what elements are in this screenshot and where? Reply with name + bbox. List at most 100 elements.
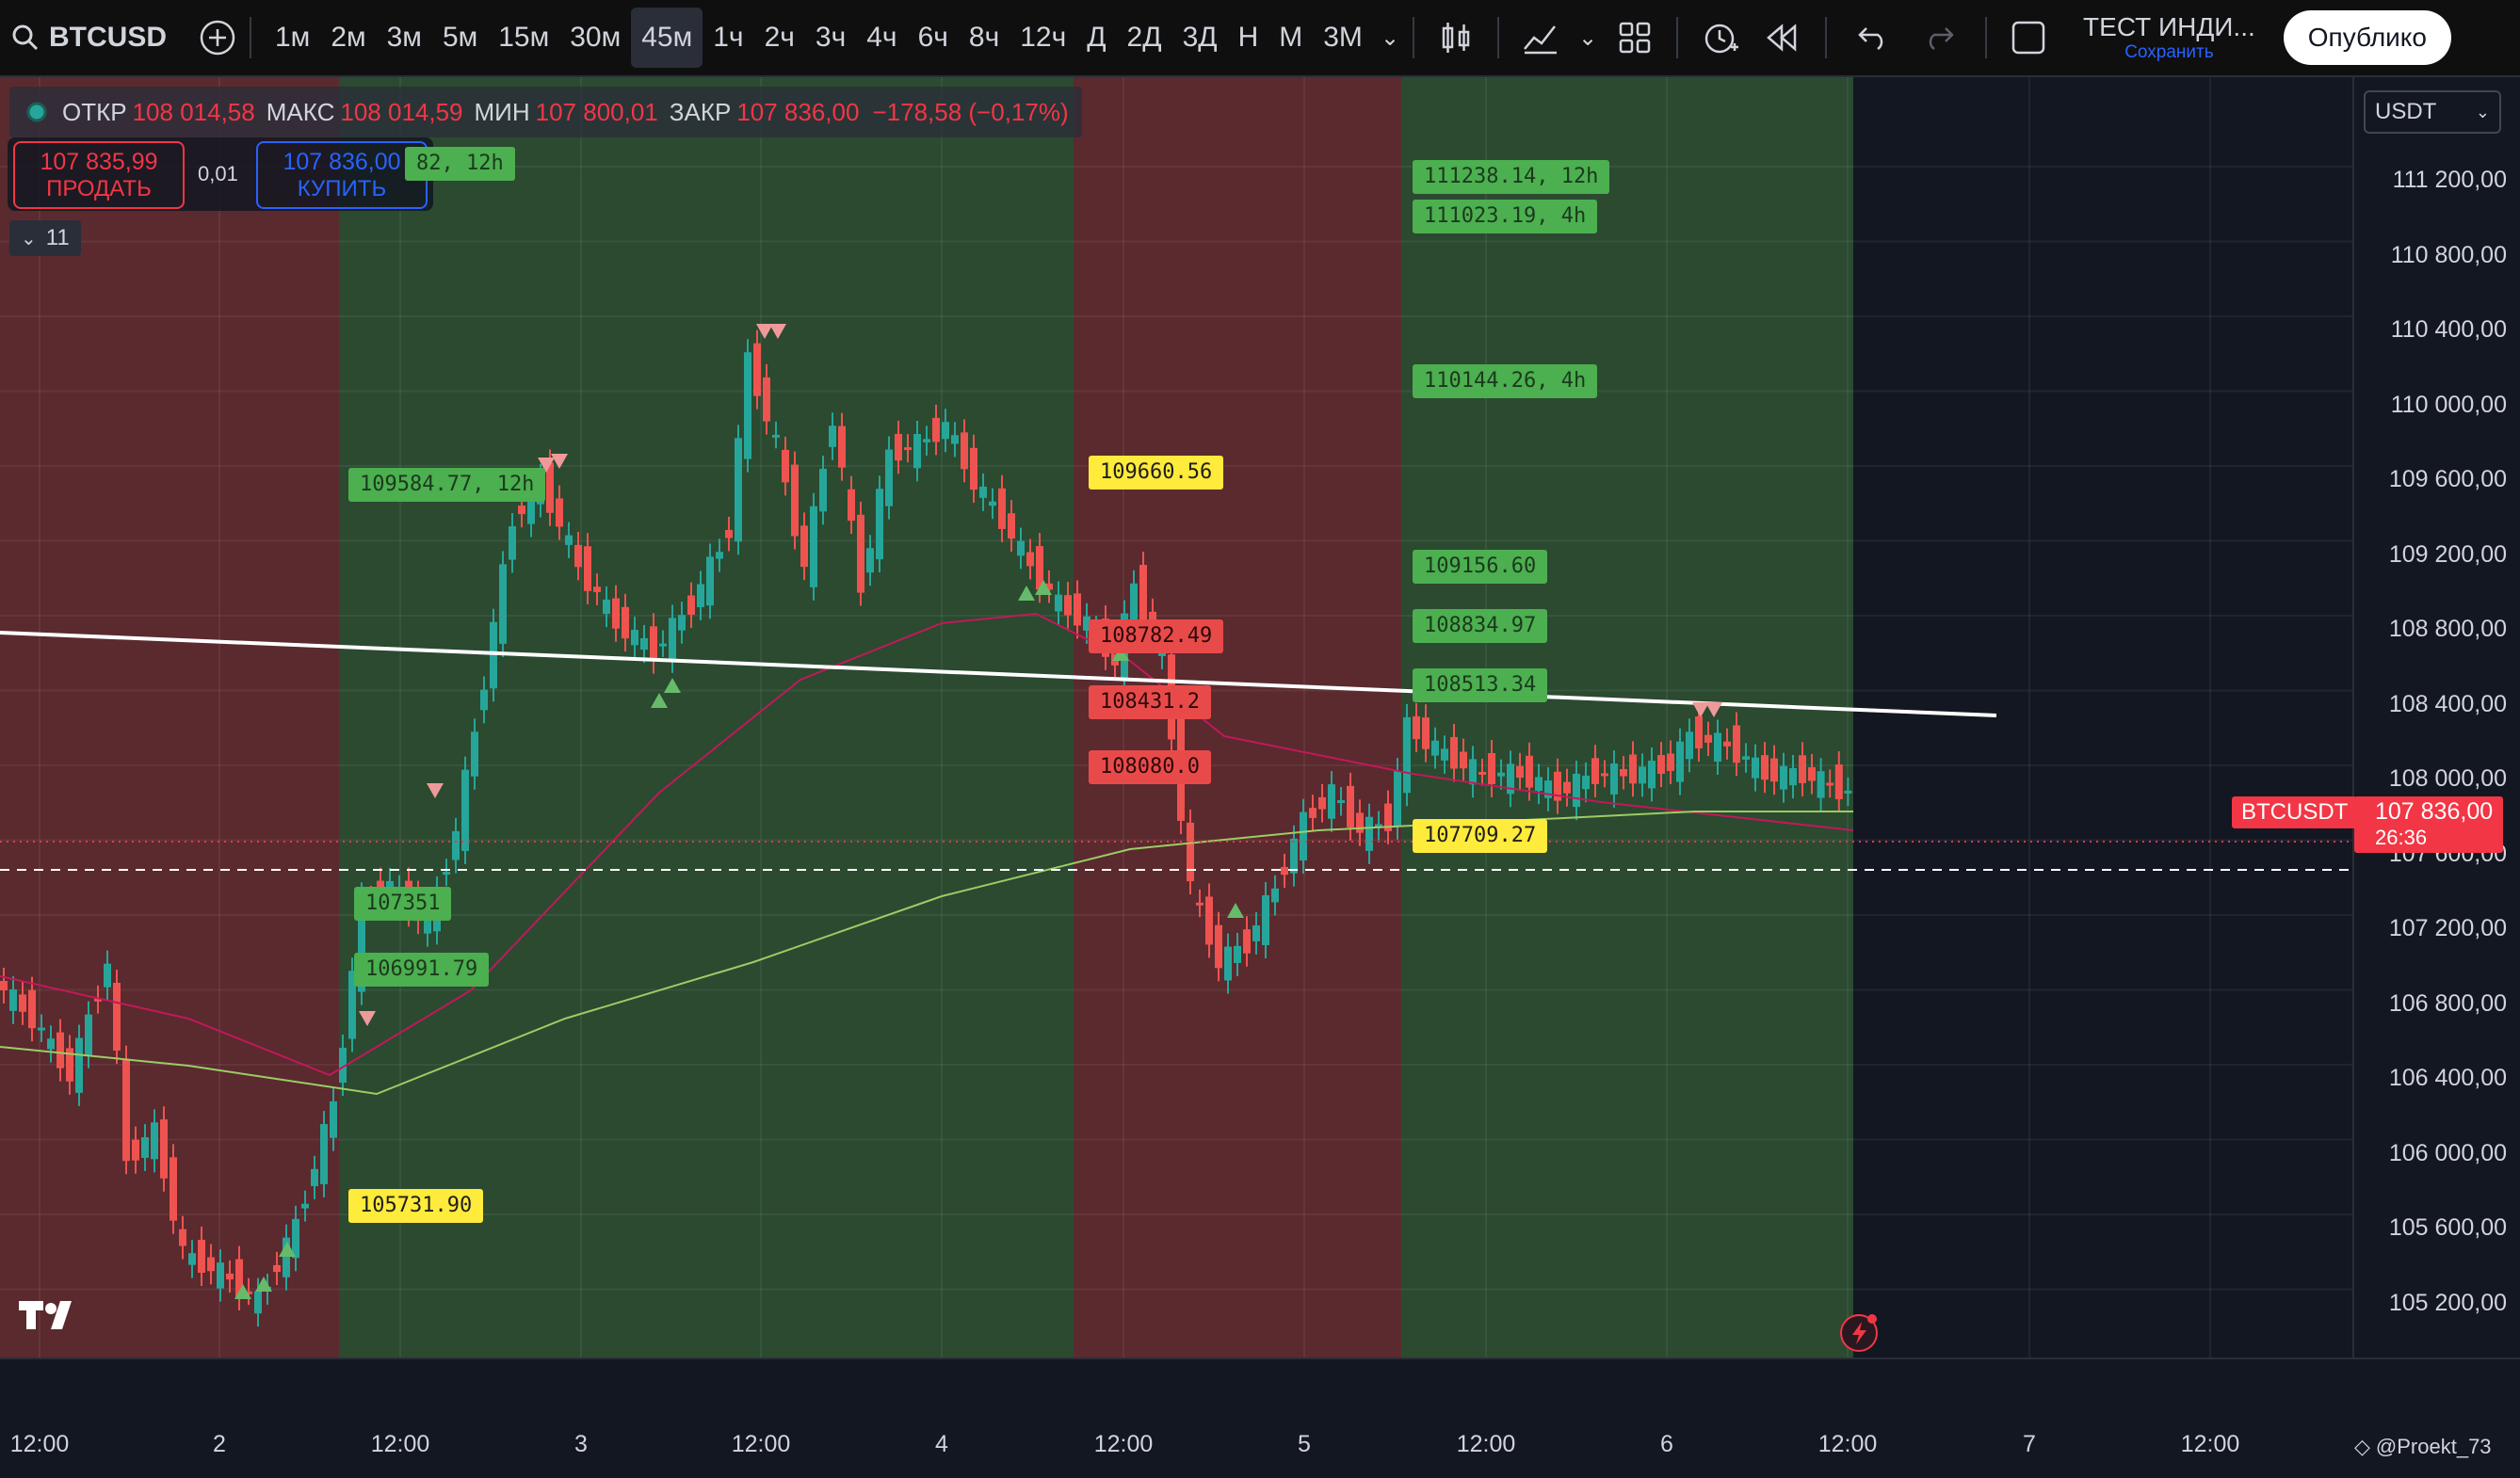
time-axis[interactable] [0, 1358, 2520, 1478]
buy-signal-marker [234, 1284, 251, 1299]
candle-body [1394, 771, 1401, 827]
interval-11[interactable]: 6ч [917, 22, 948, 53]
candle-body [753, 343, 761, 396]
price-tick: 109 200,00 [2388, 540, 2507, 568]
interval-7[interactable]: 1ч [713, 22, 744, 53]
interval-2[interactable]: 3м [386, 22, 422, 53]
candle-body [1752, 757, 1759, 779]
low-value: 107 800,01 [535, 97, 658, 126]
sell-price: 107 835,99 [40, 148, 158, 175]
candle-body [1582, 775, 1590, 790]
candle-body [198, 1239, 205, 1274]
candle-body [38, 1027, 45, 1031]
interval-10[interactable]: 4ч [866, 22, 897, 53]
candle-body [141, 1137, 149, 1158]
tradingview-logo[interactable] [19, 1297, 81, 1340]
level-label: 82, 12h [405, 147, 515, 181]
chart-pane[interactable] [0, 77, 2352, 1358]
candle-body [895, 433, 902, 461]
candle-body [1544, 780, 1552, 798]
candle-body [1196, 902, 1203, 906]
price-axis[interactable]: USDT ⌄ 111 200,00 110 800,00 110 400,00 110 … [2352, 77, 2520, 1358]
candle-body [207, 1257, 215, 1272]
low-label: МИН [474, 97, 530, 126]
candle-body [75, 1037, 83, 1093]
interval-12[interactable]: 8ч [968, 22, 1000, 53]
fullscreen-square-icon[interactable] [2000, 8, 2057, 68]
chevron-down-icon: ⌄ [2475, 102, 2490, 121]
candle-body [951, 435, 959, 444]
candle-body [735, 438, 742, 542]
buy-signal-marker [255, 1277, 272, 1292]
currency-select[interactable]: USDT ⌄ [2364, 90, 2501, 134]
candle-body [622, 606, 629, 639]
candle-body [1535, 777, 1543, 792]
interval-18[interactable]: М [1279, 22, 1303, 53]
ma-fast-line [0, 612, 1854, 1077]
interval-dropdown-chevron-icon[interactable]: ⌄ [1380, 24, 1400, 51]
candle-body [640, 637, 648, 651]
compare-button[interactable] [199, 8, 236, 68]
candle-body [1130, 583, 1138, 628]
interval-5[interactable]: 30м [570, 22, 622, 53]
candle-body [1158, 651, 1166, 656]
candle-body [1234, 945, 1241, 963]
interval-15[interactable]: 2Д [1126, 22, 1162, 53]
candle-body [800, 525, 808, 568]
candle-body [452, 830, 460, 860]
alert-clock-icon[interactable] [1691, 8, 1752, 68]
candle-body [697, 584, 704, 607]
candle-body [1224, 946, 1232, 981]
candle-body [1667, 753, 1674, 772]
candle-body [1817, 771, 1825, 798]
candle-body [480, 689, 488, 711]
sell-signal-marker [769, 324, 786, 339]
candle-body [47, 1038, 55, 1050]
interval-6[interactable]: 45м [631, 8, 703, 68]
indicators-icon[interactable] [1512, 8, 1569, 68]
interval-3[interactable]: 5м [442, 22, 478, 53]
undo-icon[interactable] [1840, 8, 1906, 68]
candle-body [1365, 816, 1373, 851]
save-link[interactable]: Сохранить [2124, 42, 2214, 62]
level-label: 109660.56 [1089, 456, 1224, 490]
candle-body [574, 544, 582, 568]
interval-17[interactable]: Н [1237, 22, 1259, 53]
indicators-chevron-icon[interactable]: ⌄ [1577, 24, 1598, 51]
layout-grid-icon[interactable] [1607, 8, 1663, 68]
candles-icon[interactable] [1428, 8, 1484, 68]
symbol-search[interactable]: BTCUSD [11, 8, 167, 68]
interval-16[interactable]: 3Д [1182, 22, 1218, 53]
interval-4[interactable]: 15м [498, 22, 550, 53]
interval-1[interactable]: 2м [331, 22, 366, 53]
indicators-collapse-toggle[interactable]: ⌄ 11 [9, 220, 81, 256]
interval-0[interactable]: 1м [275, 22, 311, 53]
candle-body [744, 352, 751, 459]
level-label: 109584.77, 12h [348, 468, 546, 502]
candle-body [301, 1203, 309, 1209]
interval-14[interactable]: Д [1087, 22, 1107, 53]
sell-button[interactable]: 107 835,99 ПРОДАТЬ [13, 141, 185, 209]
candle-body [254, 1291, 262, 1314]
lightning-icon[interactable] [1838, 1310, 1882, 1358]
candle-body [1356, 812, 1364, 833]
candle-body [612, 598, 620, 629]
candle-body [1808, 766, 1816, 781]
interval-list: 1м 2м 3м 5м 15м 30м 45м 1ч 2ч 3ч 4ч 6ч 8ч 12ч Д 2Д 3Д Н М 3… [265, 8, 1373, 68]
interval-9[interactable]: 3ч [815, 22, 847, 53]
candle-body [1770, 758, 1778, 782]
replay-rewind-icon[interactable] [1752, 8, 1812, 68]
interval-13[interactable]: 12ч [1020, 22, 1067, 53]
price-tick: 108 800,00 [2388, 616, 2507, 642]
indicators-count: 11 [45, 225, 70, 250]
candle-body [1761, 755, 1769, 780]
layout-name-block[interactable]: ТЕСТ ИНДИ... Сохранить [2083, 12, 2255, 63]
candle-body [320, 1124, 328, 1184]
buy-button[interactable]: 107 836,00 КУПИТЬ [256, 141, 428, 209]
candle-body [546, 462, 554, 513]
interval-19[interactable]: 3М [1323, 22, 1363, 53]
candle-body [1337, 800, 1345, 804]
redo-icon[interactable] [1906, 8, 1972, 68]
interval-8[interactable]: 2ч [764, 22, 795, 53]
publish-button[interactable]: Опублико [2283, 10, 2451, 65]
